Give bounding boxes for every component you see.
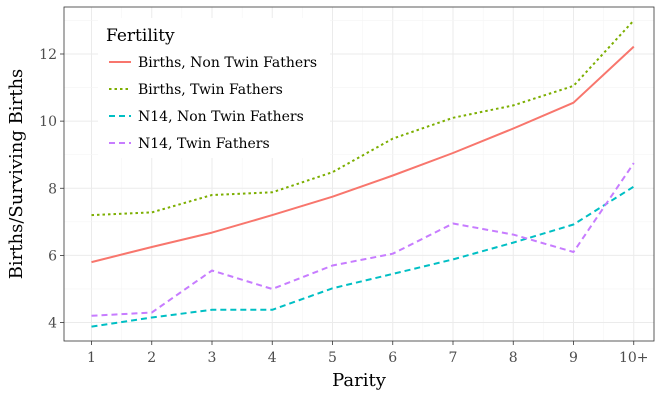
y-tick-label: 12	[39, 47, 57, 63]
x-tick-label: 3	[208, 350, 217, 366]
x-tick-label: 5	[328, 350, 337, 366]
x-axis-title: Parity	[332, 370, 387, 391]
x-tick-label: 8	[509, 350, 518, 366]
y-tick-label: 6	[48, 248, 57, 264]
x-tick-label: 1	[87, 350, 96, 366]
x-tick-label: 2	[147, 350, 156, 366]
series-line-3	[91, 185, 635, 328]
legend-label-1: Births, Non Twin Fathers	[138, 55, 317, 71]
legend-title: Fertility	[106, 26, 175, 46]
legend-label-3: N14, Non Twin Fathers	[138, 109, 304, 125]
y-tick-label: 4	[48, 316, 57, 332]
legend-label-4: N14, Twin Fathers	[138, 136, 270, 152]
x-tick-label: 6	[388, 350, 397, 366]
panel-border	[63, 6, 655, 342]
series-line-1	[91, 45, 635, 264]
x-tick-label: 10+	[619, 350, 649, 366]
x-tick-label: 9	[569, 350, 578, 366]
legend-label-2: Births, Twin Fathers	[138, 82, 283, 98]
x-tick-label: 7	[449, 350, 458, 366]
series-line-4	[91, 162, 635, 317]
legend-background	[98, 18, 330, 158]
x-tick-label: 4	[268, 350, 277, 366]
y-axis-title: Births/Surviving Births	[6, 69, 27, 280]
legend: Fertility Births, Non Twin Fathers Births…	[98, 18, 330, 158]
series-line-2	[91, 19, 635, 217]
y-tick-label: 10	[39, 114, 57, 130]
series-lines	[91, 19, 635, 328]
y-tick-label: 8	[48, 181, 57, 197]
